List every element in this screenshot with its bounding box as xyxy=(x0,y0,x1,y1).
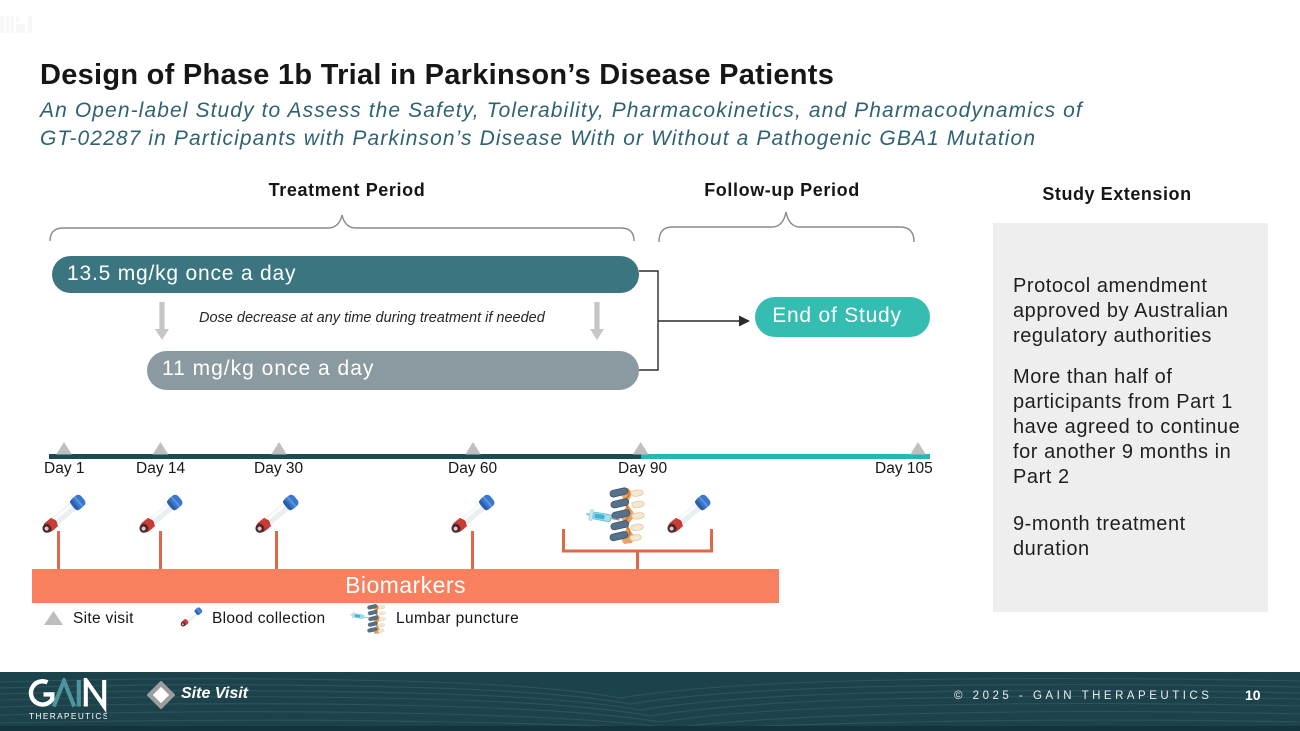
svg-text:THERAPEUTICS: THERAPEUTICS xyxy=(29,712,107,721)
